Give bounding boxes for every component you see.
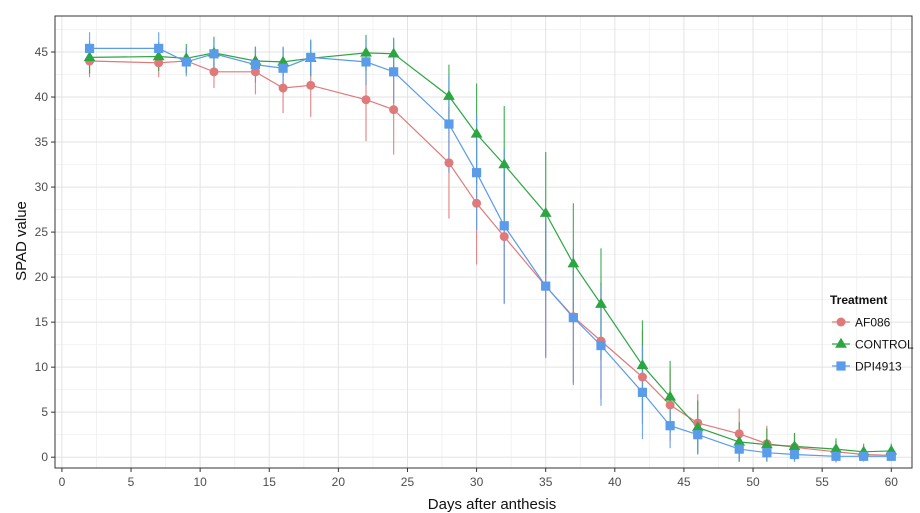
y-tick-label: 30 <box>35 180 49 194</box>
x-tick-label: 55 <box>815 475 829 489</box>
x-tick-label: 0 <box>59 475 66 489</box>
series-lines-layer <box>89 47 892 457</box>
data-point-control <box>360 46 372 57</box>
x-tick-label: 35 <box>539 475 553 489</box>
data-point-dpi4913 <box>471 168 482 178</box>
data-point-control <box>788 440 801 451</box>
y-tick-label: 15 <box>35 315 49 329</box>
data-point-dpi4913 <box>84 43 95 54</box>
data-point-af086 <box>306 80 316 90</box>
data-point-dpi4913 <box>596 340 606 351</box>
series-points-layer <box>83 43 898 461</box>
data-point-dpi4913 <box>389 67 399 77</box>
data-point-control <box>567 257 580 268</box>
data-point-af086 <box>209 67 219 77</box>
y-tick-label: 20 <box>35 270 49 284</box>
data-point-dpi4913 <box>181 57 191 67</box>
x-tick-label: 50 <box>746 475 760 489</box>
data-point-af086 <box>154 58 164 68</box>
data-point-af086 <box>250 67 260 77</box>
data-point-dpi4913 <box>541 281 551 291</box>
data-point-control <box>387 47 400 58</box>
plot-panel-border <box>54 15 913 469</box>
y-tick-label: 25 <box>35 225 49 239</box>
data-point-af086 <box>389 105 399 115</box>
x-axis-title: Days after anthesis <box>428 496 556 513</box>
x-tick-label: 15 <box>263 475 277 489</box>
data-point-control <box>277 55 289 66</box>
x-tick-label: 40 <box>608 475 622 489</box>
data-point-control <box>443 89 455 100</box>
axis-layer: 0 5 10 15 20 25 30 35 40 45 50 55 60 0 5 10 15 20 25 30 35 40… <box>35 45 899 489</box>
legend-marker-af086 <box>836 317 846 327</box>
x-tick-label: 30 <box>470 475 484 489</box>
data-point-dpi4913 <box>693 430 703 440</box>
series-line-control <box>89 52 892 453</box>
y-tick-label: 0 <box>41 450 48 464</box>
data-point-af086 <box>637 372 647 382</box>
data-point-control <box>691 421 704 432</box>
data-point-dpi4913 <box>762 448 772 458</box>
data-point-dpi4913 <box>250 60 261 70</box>
data-point-control <box>664 390 676 401</box>
data-point-dpi4913 <box>859 451 869 461</box>
data-point-dpi4913 <box>886 451 896 461</box>
y-tick-label: 5 <box>41 405 48 419</box>
data-point-dpi4913 <box>789 449 800 460</box>
data-point-control <box>539 206 552 217</box>
y-tick-label: 10 <box>35 360 49 374</box>
data-point-af086 <box>734 429 744 439</box>
data-point-dpi4913 <box>831 451 841 461</box>
x-tick-label: 45 <box>677 475 691 489</box>
x-tick-label: 25 <box>401 475 415 489</box>
data-point-control <box>830 442 842 453</box>
x-tick-label: 60 <box>885 475 899 489</box>
data-point-dpi4913 <box>361 57 371 67</box>
data-point-control <box>83 51 96 62</box>
data-point-dpi4913 <box>665 421 675 431</box>
legend: Treatment AF086 CONTROL DPI4913 <box>830 293 914 374</box>
x-tick-label: 5 <box>128 475 135 489</box>
data-point-dpi4913 <box>637 387 648 397</box>
data-point-dpi4913 <box>209 49 219 59</box>
x-tick-label: 20 <box>332 475 346 489</box>
data-point-af086 <box>361 95 371 105</box>
data-point-dpi4913 <box>278 63 288 73</box>
data-point-dpi4913 <box>499 221 509 231</box>
y-tick-label: 35 <box>35 135 49 149</box>
data-point-af086 <box>278 83 288 93</box>
data-point-control <box>498 158 511 169</box>
legend-marker-dpi4913 <box>836 361 846 371</box>
data-point-af086 <box>444 158 454 168</box>
y-tick-label: 40 <box>35 90 49 104</box>
data-point-control <box>152 50 165 61</box>
data-point-dpi4913 <box>154 43 164 54</box>
data-point-af086 <box>665 400 675 410</box>
data-point-control <box>636 359 649 370</box>
legend-title: Treatment <box>830 293 887 307</box>
x-tick-label: 10 <box>193 475 207 489</box>
y-tick-label: 45 <box>35 45 49 59</box>
data-point-dpi4913 <box>306 52 316 63</box>
legend-label-dpi4913: DPI4913 <box>855 360 902 374</box>
data-point-control <box>760 438 773 449</box>
data-point-control <box>733 435 746 446</box>
data-point-control <box>470 127 483 138</box>
series-line-dpi4913 <box>89 47 892 457</box>
data-point-dpi4913 <box>734 444 744 454</box>
y-axis-title: SPAD value <box>13 201 30 281</box>
legend-label-af086: AF086 <box>855 316 891 330</box>
data-point-af086 <box>499 232 509 242</box>
data-point-control <box>595 297 607 308</box>
data-point-af086 <box>472 198 482 208</box>
data-point-dpi4913 <box>444 119 454 129</box>
legend-marker-control <box>835 337 847 348</box>
legend-label-control: CONTROL <box>855 338 914 352</box>
data-point-dpi4913 <box>568 313 578 323</box>
legend-items: AF086 CONTROL DPI4913 <box>832 316 914 374</box>
